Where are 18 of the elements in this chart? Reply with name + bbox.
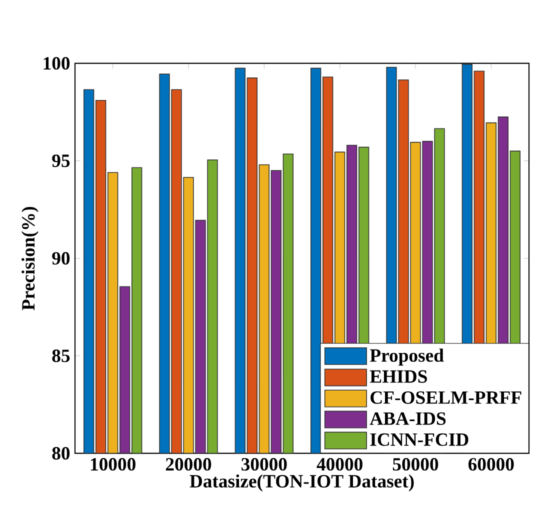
legend-label: ABA-IDS [370,412,446,426]
legend-label: CF-OSELM-PRFF [370,391,522,404]
y-axis-title: Precision(%) [22,207,38,310]
y-tick-label: 90 [52,252,70,265]
x-tick-label: 60000 [468,458,514,471]
legend-label: EHIDS [370,370,427,384]
legend-label: Proposed [370,348,444,366]
legend-label: ICNN-FCID [370,434,468,446]
x-tick-label: 50000 [392,458,438,471]
x-tick-label: 40000 [316,458,362,471]
x-axis-title: Datasize(TON-IOT Dataset) [190,474,414,492]
y-tick-label: 85 [52,350,70,362]
y-tick-label: 100 [44,57,70,70]
x-tick-label: 20000 [166,458,212,471]
y-tick-label: 95 [52,154,70,168]
y-tick-label: 80 [52,447,70,460]
x-tick-label: 30000 [242,458,287,471]
x-tick-label: 10000 [91,458,136,471]
